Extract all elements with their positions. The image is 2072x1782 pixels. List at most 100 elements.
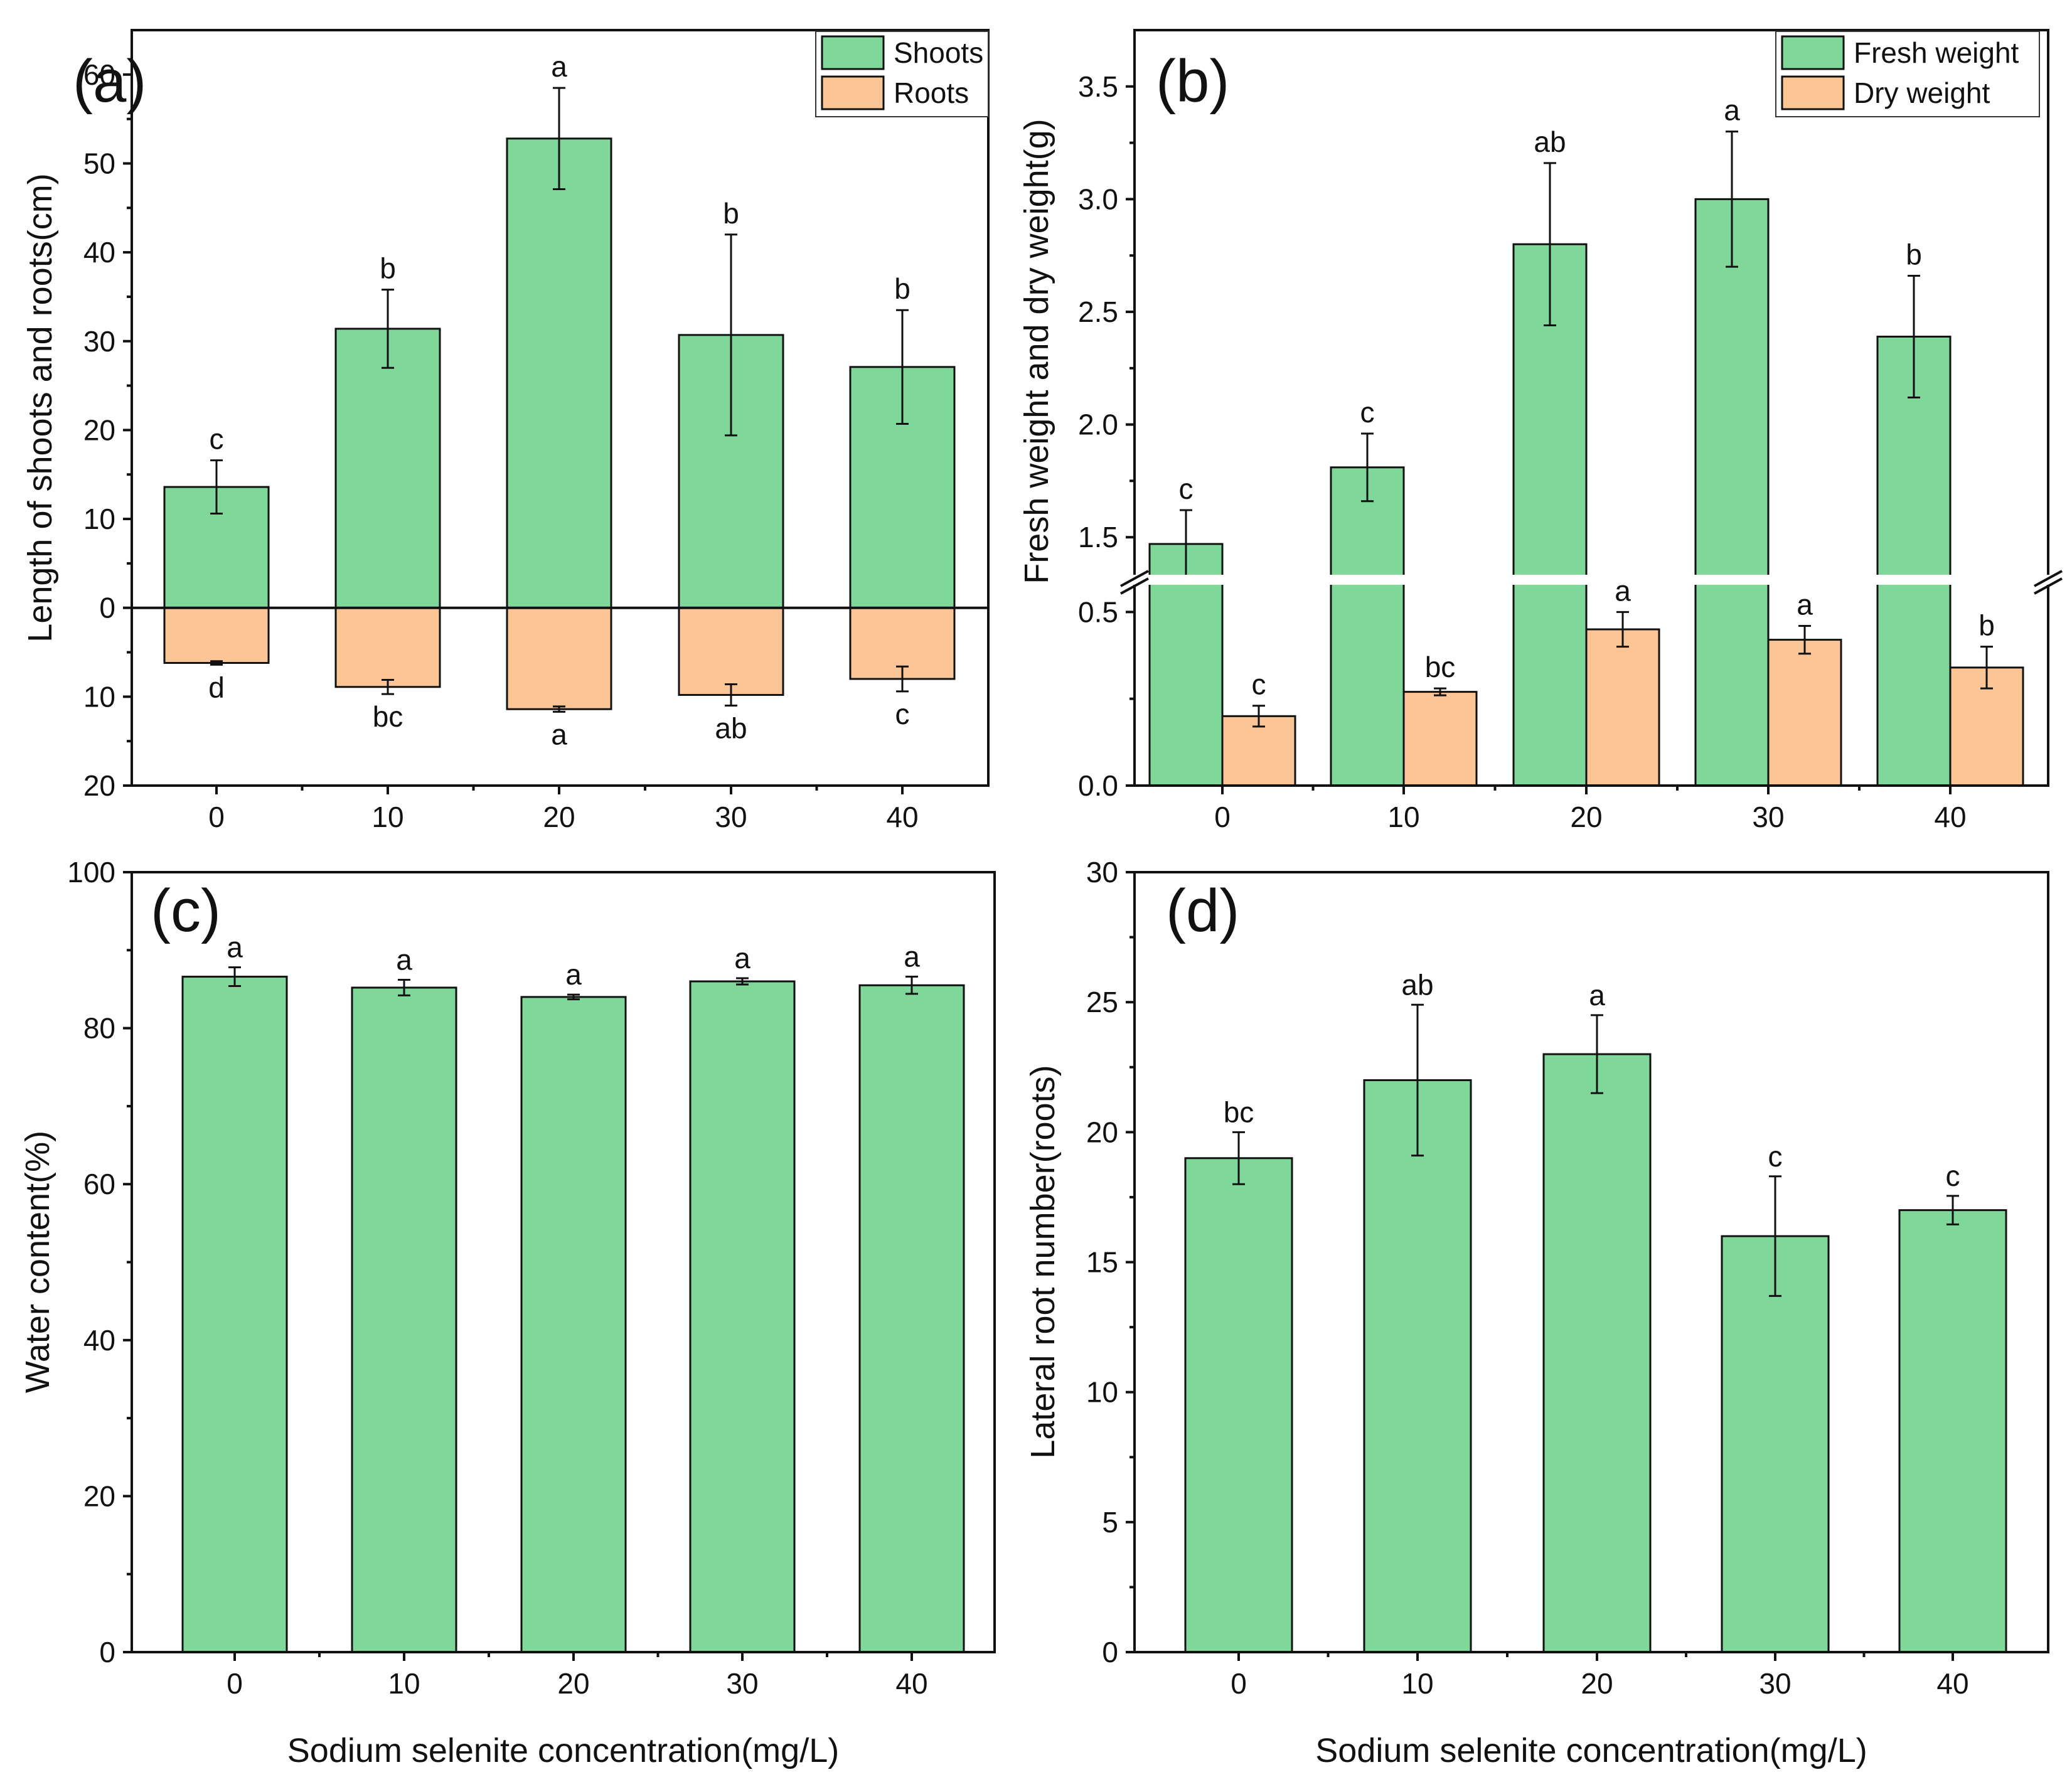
significance-label: b: [1906, 238, 1922, 271]
legend-label: Fresh weight: [1854, 36, 2019, 69]
y-tick-label: 1.5: [1078, 521, 1118, 553]
significance-label: bc: [1425, 651, 1456, 683]
x-tick-label: 30: [1752, 801, 1784, 833]
shoots-bar: [506, 137, 612, 609]
x-tick-label: 20: [543, 801, 575, 833]
bar: [1363, 1079, 1472, 1653]
panel-label: (a): [73, 48, 146, 115]
bar: [181, 976, 288, 1653]
bar: [1542, 1053, 1652, 1653]
y-tick-label: 3.5: [1078, 70, 1118, 103]
x-tick-label: 30: [1759, 1667, 1791, 1700]
significance-label: c: [1252, 668, 1266, 701]
legend-swatch: [1781, 35, 1845, 70]
y-axis-label: Length of shoots and roots(cm): [21, 173, 59, 642]
roots-bar: [506, 607, 612, 710]
y-tick-label: 0.5: [1078, 595, 1118, 628]
significance-label: bc: [1224, 1096, 1254, 1128]
bar: [1184, 1157, 1293, 1653]
bar: [1721, 1235, 1830, 1653]
significance-label: ab: [1401, 968, 1433, 1001]
legend-label: Dry weight: [1854, 77, 1990, 109]
significance-label: c: [1360, 396, 1375, 429]
y-tick-label: 20: [83, 413, 115, 446]
x-tick-label: 10: [388, 1667, 420, 1700]
legend-swatch: [821, 75, 885, 110]
significance-label: ab: [715, 712, 747, 745]
x-tick-label: 40: [886, 801, 918, 833]
y-tick-label: 20: [83, 1480, 115, 1512]
fresh-weight-bar: [1512, 243, 1588, 787]
y-tick-label: 50: [83, 147, 115, 179]
significance-label: a: [1724, 94, 1740, 127]
y-tick-label: 25: [1086, 986, 1118, 1018]
y-tick-label: 60: [83, 58, 115, 91]
legend-swatch: [821, 35, 885, 70]
y-tick-label: 2.5: [1078, 296, 1118, 328]
y-axis-label: Lateral root number(roots): [1024, 1065, 1062, 1458]
y-axis-label: Fresh weight and dry weight(g): [1018, 119, 1055, 584]
panel-label: (b): [1156, 48, 1229, 115]
significance-label: a: [551, 50, 567, 83]
roots-bar: [678, 607, 784, 696]
y-tick-label: 40: [83, 1324, 115, 1357]
significance-label: b: [723, 197, 739, 230]
significance-label: c: [895, 698, 910, 730]
y-tick-label: 10: [1086, 1376, 1118, 1409]
y-tick-label: 20: [1086, 1116, 1118, 1148]
y-tick-label: 0: [99, 1636, 115, 1668]
x-axis-label: Sodium selenite concentration(mg/L): [287, 1732, 839, 1769]
axis-break-mark-right-2: [2034, 577, 2063, 595]
panel-label: (d): [1166, 877, 1239, 944]
significance-label: ab: [1534, 125, 1566, 158]
significance-label: b: [1979, 609, 1995, 642]
axis-break-mark-right: [2034, 570, 2063, 587]
roots-bar: [334, 607, 441, 688]
significance-label: c: [210, 423, 224, 456]
significance-label: a: [1589, 979, 1605, 1011]
y-axis-label: Water content(%): [19, 1131, 56, 1393]
shoots-bar: [334, 328, 441, 609]
x-tick-label: 40: [895, 1667, 927, 1700]
y-tick-label: 30: [1086, 856, 1118, 888]
significance-label: d: [208, 671, 225, 703]
y-tick-label: 0.0: [1078, 769, 1118, 802]
significance-label: c: [1946, 1160, 1960, 1192]
y-tick-label: 80: [83, 1012, 115, 1045]
dry-weight-bar: [1585, 628, 1660, 787]
x-tick-label: 20: [557, 1667, 589, 1700]
x-tick-label: 20: [1570, 801, 1602, 833]
y-tick-label: 10: [83, 680, 115, 713]
axis-break-gap: [1132, 575, 2051, 585]
y-tick-label: 40: [83, 236, 115, 269]
roots-bar: [163, 607, 270, 664]
significance-label: bc: [373, 700, 403, 733]
axis-break-mark-left: [1120, 570, 1149, 587]
y-tick-label: 3.0: [1078, 183, 1118, 215]
y-tick-label: 100: [67, 856, 115, 888]
x-tick-label: 10: [1401, 1667, 1433, 1700]
legend-label: Shoots: [894, 36, 983, 69]
y-tick-label: 15: [1086, 1246, 1118, 1279]
significance-label: a: [396, 944, 412, 976]
x-tick-label: 30: [726, 1667, 758, 1700]
x-tick-label: 30: [715, 801, 747, 833]
significance-label: a: [1797, 588, 1813, 621]
x-tick-label: 10: [371, 801, 403, 833]
significance-label: a: [551, 718, 567, 750]
legend-label: Roots: [894, 77, 969, 109]
y-tick-label: 0: [99, 592, 115, 624]
significance-label: a: [734, 942, 750, 974]
x-tick-label: 20: [1581, 1667, 1613, 1700]
dry-weight-bar: [1767, 639, 1842, 787]
panel-label: (c): [151, 877, 221, 944]
x-tick-label: 40: [1936, 1667, 1968, 1700]
bar: [351, 986, 457, 1653]
x-tick-label: 0: [1214, 801, 1231, 833]
x-tick-label: 0: [227, 1667, 243, 1700]
y-tick-label: 0: [1102, 1636, 1118, 1668]
bar: [858, 984, 965, 1653]
y-tick-label: 20: [83, 769, 115, 802]
